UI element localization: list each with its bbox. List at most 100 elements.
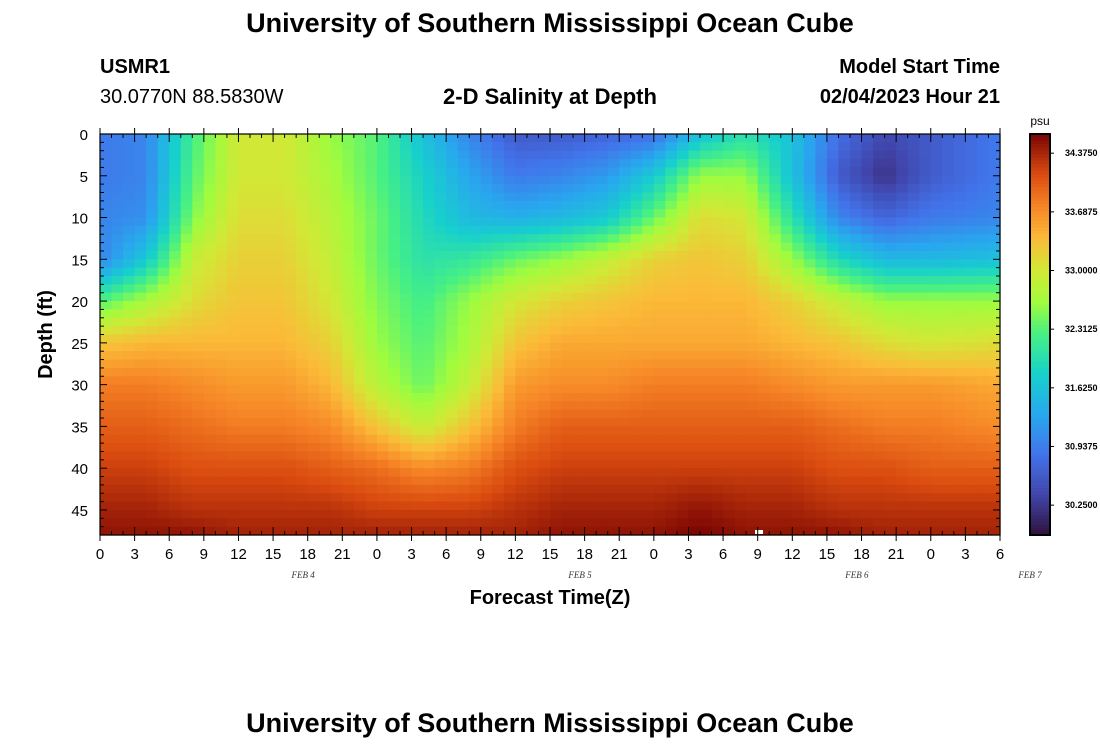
heatmap-cell — [850, 392, 863, 402]
heatmap-cell — [169, 309, 182, 319]
heatmap-cell — [700, 167, 713, 177]
heatmap-cell — [157, 134, 170, 143]
heatmap-cell — [169, 409, 182, 419]
heatmap-cell — [619, 134, 632, 143]
heatmap-cell — [469, 351, 482, 361]
heatmap-cell — [388, 468, 401, 478]
colorbar-segment — [1030, 448, 1050, 452]
heatmap-cell — [826, 459, 840, 469]
heatmap-cell — [388, 184, 401, 194]
heatmap-cell — [711, 342, 724, 352]
heatmap-cell — [400, 284, 413, 294]
heatmap-cell — [203, 234, 216, 244]
heatmap-cell — [111, 276, 124, 285]
heatmap-cell — [746, 376, 759, 386]
heatmap-cell — [861, 476, 874, 486]
heatmap-cell — [584, 175, 597, 185]
heatmap-cell — [353, 267, 366, 277]
heatmap-cell — [907, 225, 920, 235]
heatmap-cell — [607, 493, 620, 503]
colorbar-segment — [1030, 471, 1050, 476]
heatmap-cell — [676, 192, 690, 202]
heatmap-cell — [988, 376, 1001, 386]
heatmap-cell — [884, 217, 897, 227]
heatmap-cell — [988, 192, 1001, 202]
heatmap-cell — [330, 476, 343, 486]
heatmap-cell — [919, 451, 932, 461]
heatmap-cell — [573, 301, 586, 311]
heatmap-cell — [411, 384, 424, 394]
heatmap-cell — [492, 242, 505, 252]
heatmap-cell — [723, 242, 736, 252]
heatmap-cell — [780, 476, 793, 486]
colorbar-segment — [1030, 267, 1050, 272]
heatmap-cell — [215, 351, 228, 361]
heatmap-cell — [411, 367, 424, 377]
heatmap-cell — [942, 501, 955, 511]
heatmap-cell — [273, 518, 286, 528]
heatmap-cell — [376, 301, 390, 311]
heatmap-cell — [469, 392, 482, 402]
heatmap-cell — [226, 200, 240, 210]
heatmap-cell — [550, 392, 563, 402]
heatmap-cell — [492, 267, 505, 277]
heatmap-cell — [826, 526, 840, 536]
heatmap-cell — [769, 468, 782, 478]
y-tick-label: 15 — [71, 252, 88, 269]
heatmap-cell — [861, 401, 874, 411]
heatmap-cell — [780, 259, 793, 269]
heatmap-cell — [953, 351, 966, 361]
colorbar-segment — [1030, 508, 1050, 513]
heatmap-cell — [100, 426, 113, 436]
heatmap-cell — [353, 276, 366, 285]
heatmap-cell — [423, 384, 436, 394]
heatmap-cell — [411, 309, 424, 319]
heatmap-cell — [226, 217, 240, 227]
heatmap-cell — [111, 434, 124, 444]
heatmap-cell — [446, 217, 459, 227]
heatmap-cell — [526, 159, 540, 169]
heatmap-cell — [942, 167, 955, 177]
x-tick-label: 3 — [961, 546, 969, 563]
heatmap-cell — [561, 192, 574, 202]
heatmap-cell — [723, 426, 736, 436]
heatmap-cell — [792, 134, 805, 143]
heatmap-cell — [330, 384, 343, 394]
heatmap-cell — [134, 342, 147, 352]
heatmap-cell — [457, 250, 470, 260]
heatmap-cell — [434, 234, 447, 244]
heatmap-cell — [665, 443, 678, 453]
heatmap-cell — [676, 392, 690, 402]
heatmap-cell — [515, 334, 528, 344]
heatmap-cell — [792, 384, 805, 394]
heatmap-cell — [988, 301, 1001, 311]
heatmap-cell — [619, 200, 632, 210]
heatmap-cell — [238, 159, 251, 169]
colorbar-segment — [1030, 451, 1050, 456]
heatmap-cell — [169, 384, 182, 394]
heatmap-cell — [550, 309, 563, 319]
heatmap-cell — [261, 401, 274, 411]
heatmap-cell — [884, 359, 897, 369]
heatmap-cell — [515, 150, 528, 160]
heatmap-cell — [100, 175, 113, 185]
heatmap-cell — [238, 292, 251, 302]
heatmap-cell — [596, 367, 609, 377]
x-tick-label: 9 — [754, 546, 762, 563]
heatmap-cell — [734, 259, 747, 269]
heatmap-cell — [434, 384, 447, 394]
heatmap-cell — [976, 376, 990, 386]
heatmap-cell — [700, 159, 713, 169]
colorbar-segment — [1030, 367, 1050, 372]
heatmap-cell — [226, 401, 240, 411]
heatmap-cell — [319, 209, 332, 219]
heatmap-cell — [826, 326, 840, 336]
heatmap-cell — [157, 501, 170, 511]
heatmap-cell — [884, 334, 897, 344]
heatmap-cell — [250, 493, 263, 503]
heatmap-cell — [192, 434, 205, 444]
heatmap-cell — [930, 418, 943, 427]
heatmap-cell — [157, 401, 170, 411]
heatmap-cell — [711, 401, 724, 411]
heatmap-cell — [238, 317, 251, 327]
